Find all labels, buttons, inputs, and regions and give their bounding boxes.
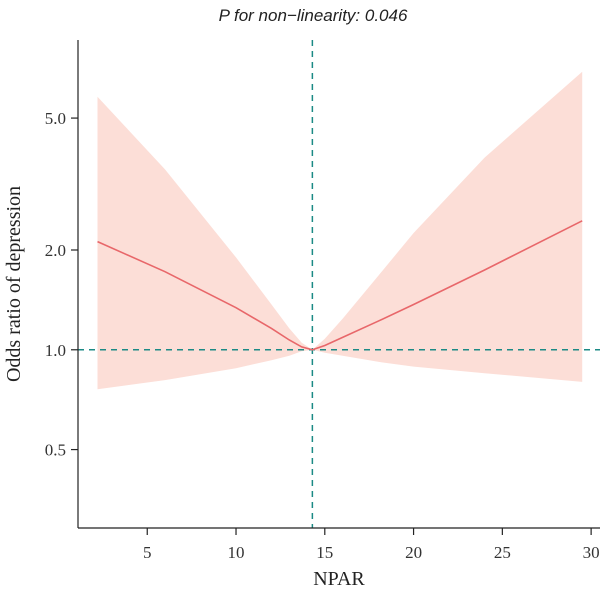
x-tick-label: 30 [583,543,600,562]
chart-title: P for non−linearity: 0.046 [219,6,408,25]
x-axis-ticks: 5 10 15 20 25 30 [143,528,600,562]
y-tick-label: 2.0 [45,241,66,260]
y-tick-label: 5.0 [45,109,66,128]
confidence-band [97,71,583,390]
odds-ratio-line-layer [97,220,583,351]
y-axis-title: Odds ratio of depression [3,186,25,382]
y-tick-label: 0.5 [45,441,66,460]
x-tick-label: 25 [494,543,511,562]
x-tick-label: 15 [316,543,333,562]
x-axis-title: NPAR [313,568,365,590]
confidence-band-layer [97,71,583,390]
x-tick-label: 20 [405,543,422,562]
y-tick-label: 1.0 [45,341,66,360]
x-tick-label: 5 [143,543,152,562]
reference-lines [78,40,600,528]
x-tick-label: 10 [228,543,245,562]
y-axis-ticks: 0.5 1.0 2.0 5.0 [45,109,78,460]
odds-ratio-line [97,220,583,351]
axes [77,40,600,529]
